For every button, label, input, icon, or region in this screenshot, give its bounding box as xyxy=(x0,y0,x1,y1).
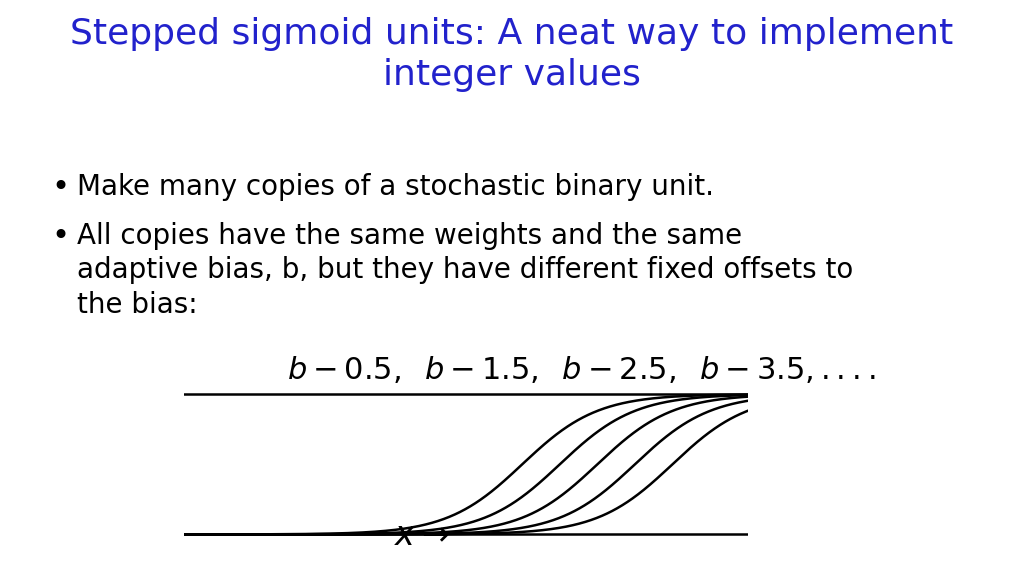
Text: $b-0.5,\;\; b-1.5,\;\; b-2.5,\;\; b-3.5, ....$: $b-0.5,\;\; b-1.5,\;\; b-2.5,\;\; b-3.5,… xyxy=(287,354,876,385)
Text: Stepped sigmoid units: A neat way to implement
integer values: Stepped sigmoid units: A neat way to imp… xyxy=(71,17,953,92)
Text: Make many copies of a stochastic binary unit.: Make many copies of a stochastic binary … xyxy=(77,173,714,201)
Text: •: • xyxy=(51,173,70,202)
Text: $x \rightarrow$: $x \rightarrow$ xyxy=(394,519,450,552)
Text: All copies have the same weights and the same
adaptive bias, b, but they have di: All copies have the same weights and the… xyxy=(77,222,853,319)
Text: •: • xyxy=(51,222,70,251)
